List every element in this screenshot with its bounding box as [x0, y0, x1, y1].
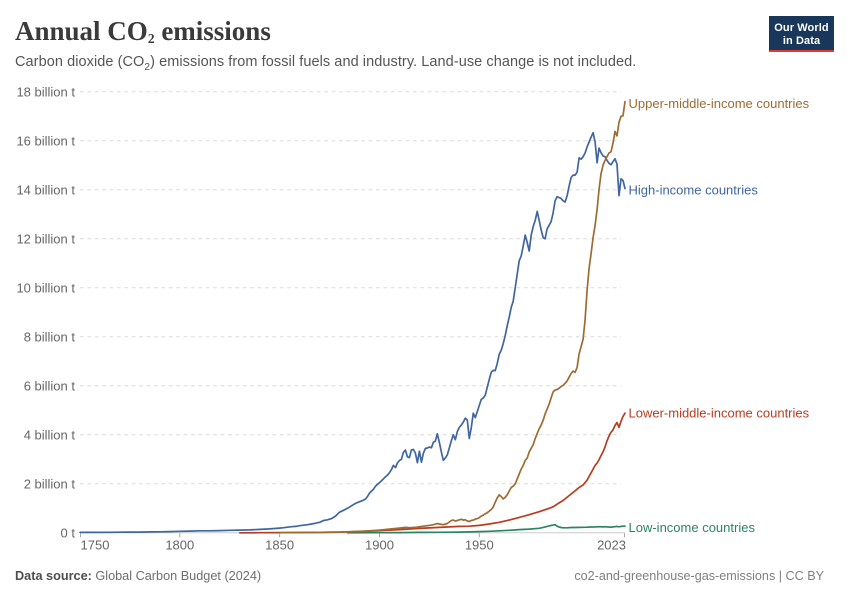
svg-text:Lower-middle-income countries: Lower-middle-income countries — [629, 406, 810, 421]
svg-text:1950: 1950 — [465, 538, 494, 553]
svg-text:6 billion t: 6 billion t — [24, 379, 76, 394]
svg-text:2 billion t: 2 billion t — [24, 477, 76, 492]
svg-text:18 billion t: 18 billion t — [16, 85, 75, 100]
svg-text:10 billion t: 10 billion t — [16, 281, 75, 296]
svg-text:Low-income countries: Low-income countries — [629, 520, 756, 535]
svg-text:1800: 1800 — [165, 538, 194, 553]
svg-text:Upper-middle-income countries: Upper-middle-income countries — [629, 96, 810, 111]
svg-text:12 billion t: 12 billion t — [16, 232, 75, 247]
svg-text:High-income countries: High-income countries — [629, 182, 759, 197]
svg-text:14 billion t: 14 billion t — [16, 183, 75, 198]
svg-text:8 billion t: 8 billion t — [24, 330, 76, 345]
svg-text:1850: 1850 — [265, 538, 294, 553]
svg-text:4 billion t: 4 billion t — [24, 428, 76, 443]
svg-text:1900: 1900 — [365, 538, 394, 553]
svg-text:2023: 2023 — [597, 538, 626, 553]
svg-text:0 t: 0 t — [61, 526, 76, 541]
svg-text:16 billion t: 16 billion t — [16, 134, 75, 149]
svg-text:1750: 1750 — [81, 538, 110, 553]
